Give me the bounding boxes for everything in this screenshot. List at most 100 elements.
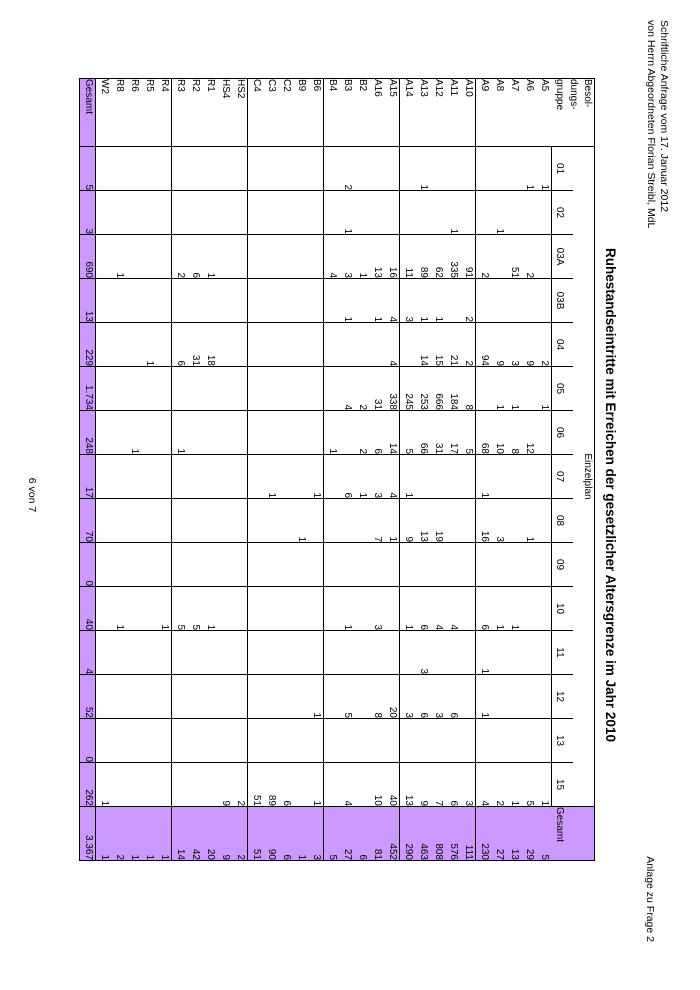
cell-A12-06: 31 — [430, 410, 446, 455]
cell-A9-11: 1 — [476, 630, 492, 675]
cell-C2-08 — [278, 498, 294, 543]
cell-C4-12 — [248, 674, 264, 719]
cell-A9-13 — [476, 718, 492, 763]
cell-A11-12: 6 — [445, 674, 461, 719]
cell-R2-07 — [187, 454, 203, 499]
row-label-R3: R3 — [172, 78, 188, 147]
cell-B2-13 — [354, 718, 370, 763]
column-header-05: 05 — [552, 366, 574, 411]
table-row-A12: A12 62 1 15 666 31 19 4 3 7 808 — [430, 78, 446, 861]
cell-A8-15: 2 — [491, 762, 507, 807]
cell-C3-11 — [263, 630, 279, 675]
column-header-04: 04 — [552, 322, 574, 367]
cell-B2-07: 1 — [354, 454, 370, 499]
cell-R5-05 — [141, 366, 157, 411]
cell-R1-13 — [202, 718, 218, 763]
cell-R3-08 — [172, 498, 188, 543]
table-row-A7: A7 51 3 1 8 1 1 13 — [506, 78, 522, 861]
table-row-A13: A13 1 89 1 14 253 66 13 6 3 6 9 463 — [415, 78, 431, 861]
cell-HS2-12 — [232, 674, 248, 719]
page-number: 6 von 7 — [26, 477, 38, 513]
cell-B9-06 — [293, 410, 309, 455]
row-total-HS2: 2 — [232, 806, 248, 861]
cell-A13-10: 6 — [415, 586, 431, 631]
cell-A15-05: 338 — [384, 366, 400, 411]
cell-W2-10 — [96, 586, 112, 631]
cell-A13-03B: 1 — [415, 278, 431, 323]
cell-C4-06 — [248, 410, 264, 455]
cell-B4-03B — [324, 278, 340, 323]
table-row-R8: R8 1 1 2 — [111, 78, 127, 861]
cell-A9-15: 4 — [476, 762, 492, 807]
cell-R6-15 — [126, 762, 142, 807]
cell-A8-03B — [491, 278, 507, 323]
cell-R3-15 — [172, 762, 188, 807]
cell-HS4-06 — [217, 410, 233, 455]
cell-R5-11 — [141, 630, 157, 675]
cell-A11-05: 184 — [445, 366, 461, 411]
cell-A5-06 — [536, 410, 552, 455]
cell-B2-12 — [354, 674, 370, 719]
cell-A13-11: 3 — [415, 630, 431, 675]
cell-A9-12: 1 — [476, 674, 492, 719]
cell-R4-08 — [156, 498, 172, 543]
cell-C4-02 — [248, 190, 264, 235]
table-row-R2: R2 6 31 5 42 — [187, 78, 203, 861]
cell-A11-03A: 335 — [445, 234, 461, 279]
cell-R4-01 — [156, 146, 172, 191]
row-label-HS4: HS4 — [217, 78, 233, 147]
column-header-03B: 03B — [552, 278, 574, 323]
cell-B3-11 — [339, 630, 355, 675]
cell-A5-13 — [536, 718, 552, 763]
cell-W2-06 — [96, 410, 112, 455]
table-row-C3: C3 1 89 90 — [263, 78, 279, 861]
cell-A13-07 — [415, 454, 431, 499]
totals-row-label: Gesamt — [80, 78, 96, 147]
cell-A5-03A — [536, 234, 552, 279]
cell-A10-05: 8 — [460, 366, 476, 411]
cell-R5-09 — [141, 542, 157, 587]
cell-R4-13 — [156, 718, 172, 763]
cell-A7-15: 1 — [506, 762, 522, 807]
row-total-R2: 42 — [187, 806, 203, 861]
cell-R8-13 — [111, 718, 127, 763]
cell-B4-15 — [324, 762, 340, 807]
page-title: Ruhestandseintritte mit Erreichen der ge… — [603, 248, 618, 742]
cell-A8-03A — [491, 234, 507, 279]
cell-B2-09 — [354, 542, 370, 587]
cell-A14-04 — [400, 322, 416, 367]
cell-HS4-12 — [217, 674, 233, 719]
cell-B9-08: 1 — [293, 498, 309, 543]
cell-R6-06: 1 — [126, 410, 142, 455]
cell-A9-09 — [476, 542, 492, 587]
cell-A12-07 — [430, 454, 446, 499]
cell-HS4-15: 9 — [217, 762, 233, 807]
cell-A7-07 — [506, 454, 522, 499]
cell-R1-04: 18 — [202, 322, 218, 367]
cell-HS4-02 — [217, 190, 233, 235]
total-15: 262 — [80, 762, 96, 807]
cell-R8-01 — [111, 146, 127, 191]
total-08: 70 — [80, 498, 96, 543]
cell-A15-11 — [384, 630, 400, 675]
cell-A15-15: 40 — [384, 762, 400, 807]
cell-A6-03A: 2 — [521, 234, 537, 279]
cell-A7-06: 8 — [506, 410, 522, 455]
column-header-03A: 03A — [552, 234, 574, 279]
cell-B6-08 — [308, 498, 324, 543]
cell-R6-13 — [126, 718, 142, 763]
cell-A10-10 — [460, 586, 476, 631]
cell-B2-03B — [354, 278, 370, 323]
total-02: 3 — [80, 190, 96, 235]
cell-HS2-03A — [232, 234, 248, 279]
cell-C4-01 — [248, 146, 264, 191]
row-total-R1: 20 — [202, 806, 218, 861]
column-header-12: 12 — [552, 674, 574, 719]
cell-A10-04: 2 — [460, 322, 476, 367]
cell-A8-08: 3 — [491, 498, 507, 543]
row-total-A11: 576 — [445, 806, 461, 861]
table-row-A16: A16 13 1 31 6 3 7 3 8 10 81 — [369, 78, 385, 861]
cell-A14-13 — [400, 718, 416, 763]
table-row-R4: R4 1 1 — [156, 78, 172, 861]
cell-A7-03A: 51 — [506, 234, 522, 279]
